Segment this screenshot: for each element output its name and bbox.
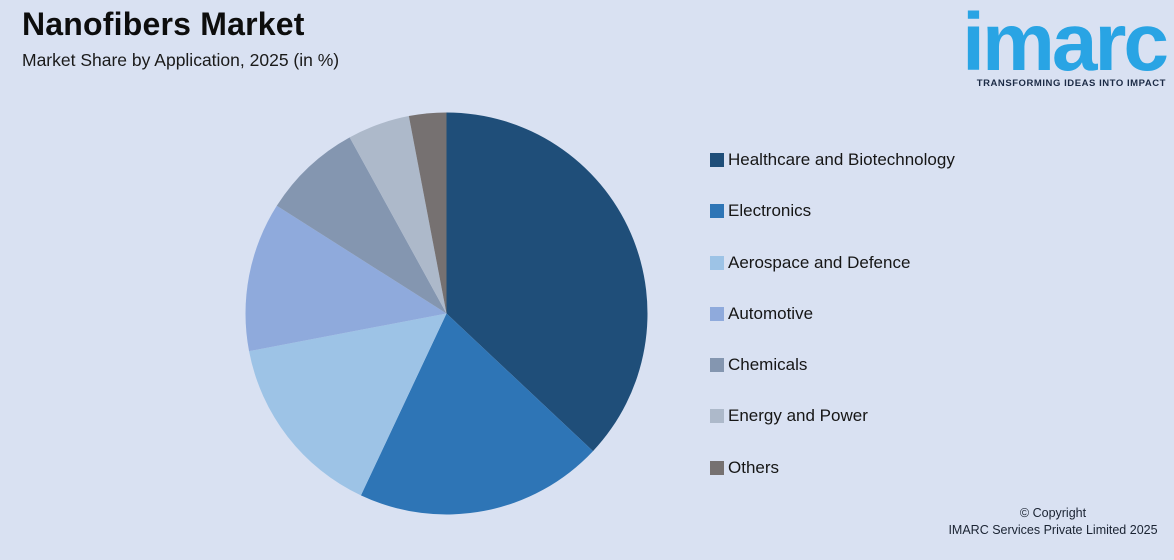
legend-item-1[interactable]: Healthcare and Biotechnology <box>710 150 955 169</box>
legend-item-5[interactable]: Chemicals <box>710 355 955 375</box>
legend-item-3[interactable]: Aerospace and Defence <box>710 252 955 272</box>
copyright-line1: © Copyright <box>1019 506 1087 520</box>
legend-label: Healthcare and Biotechnology <box>728 150 955 169</box>
logo-tagline: TRANSFORMING IDEAS INTO IMPACT <box>976 78 1166 89</box>
pie-slice-5[interactable] <box>276 137 447 314</box>
legend-swatch <box>710 409 724 424</box>
pie-slice-3[interactable] <box>249 313 447 496</box>
pie-slice-6[interactable] <box>349 116 447 314</box>
legend-swatch <box>710 358 724 373</box>
legend-item-7[interactable]: Others <box>710 457 955 477</box>
legend-label: Automotive <box>728 303 814 323</box>
legend-label: Aerospace and Defence <box>728 252 911 272</box>
page-title: Nanofibers Market <box>22 6 305 42</box>
pie-slice-7[interactable] <box>408 112 447 314</box>
legend: Healthcare and Biotechnology Electronics A… <box>710 150 955 477</box>
pie-slice-2[interactable] <box>360 313 594 515</box>
copyright-line2: IMARC Services Private Limited 2025 <box>948 522 1158 537</box>
legend-label: Chemicals <box>728 355 808 375</box>
legend-item-6[interactable]: Energy and Power <box>710 406 955 426</box>
legend-label: Energy and Power <box>728 406 868 426</box>
legend-label: Electronics <box>728 201 812 221</box>
legend-label: Others <box>728 457 780 477</box>
pie-svg <box>245 112 648 515</box>
legend-item-4[interactable]: Automotive <box>710 303 955 323</box>
imarc-logo: imarc TRANSFORMING IDEAS INTO IMPACT <box>916 0 1169 89</box>
legend-swatch <box>710 204 724 219</box>
pie-chart <box>245 112 648 515</box>
pie-slice-4[interactable] <box>245 205 447 352</box>
legend-swatch <box>710 306 724 321</box>
legend-item-2[interactable]: Electronics <box>710 201 955 221</box>
legend-swatch <box>710 255 724 270</box>
legend-swatch <box>710 460 724 475</box>
copyright: © Copyright IMARC Services Private Limit… <box>944 505 1162 538</box>
pie-slice-1[interactable] <box>446 112 648 452</box>
page-subtitle: Market Share by Application, 2025 (in %) <box>22 50 340 70</box>
legend-swatch <box>710 153 724 167</box>
logo-text: imarc <box>962 0 1169 88</box>
